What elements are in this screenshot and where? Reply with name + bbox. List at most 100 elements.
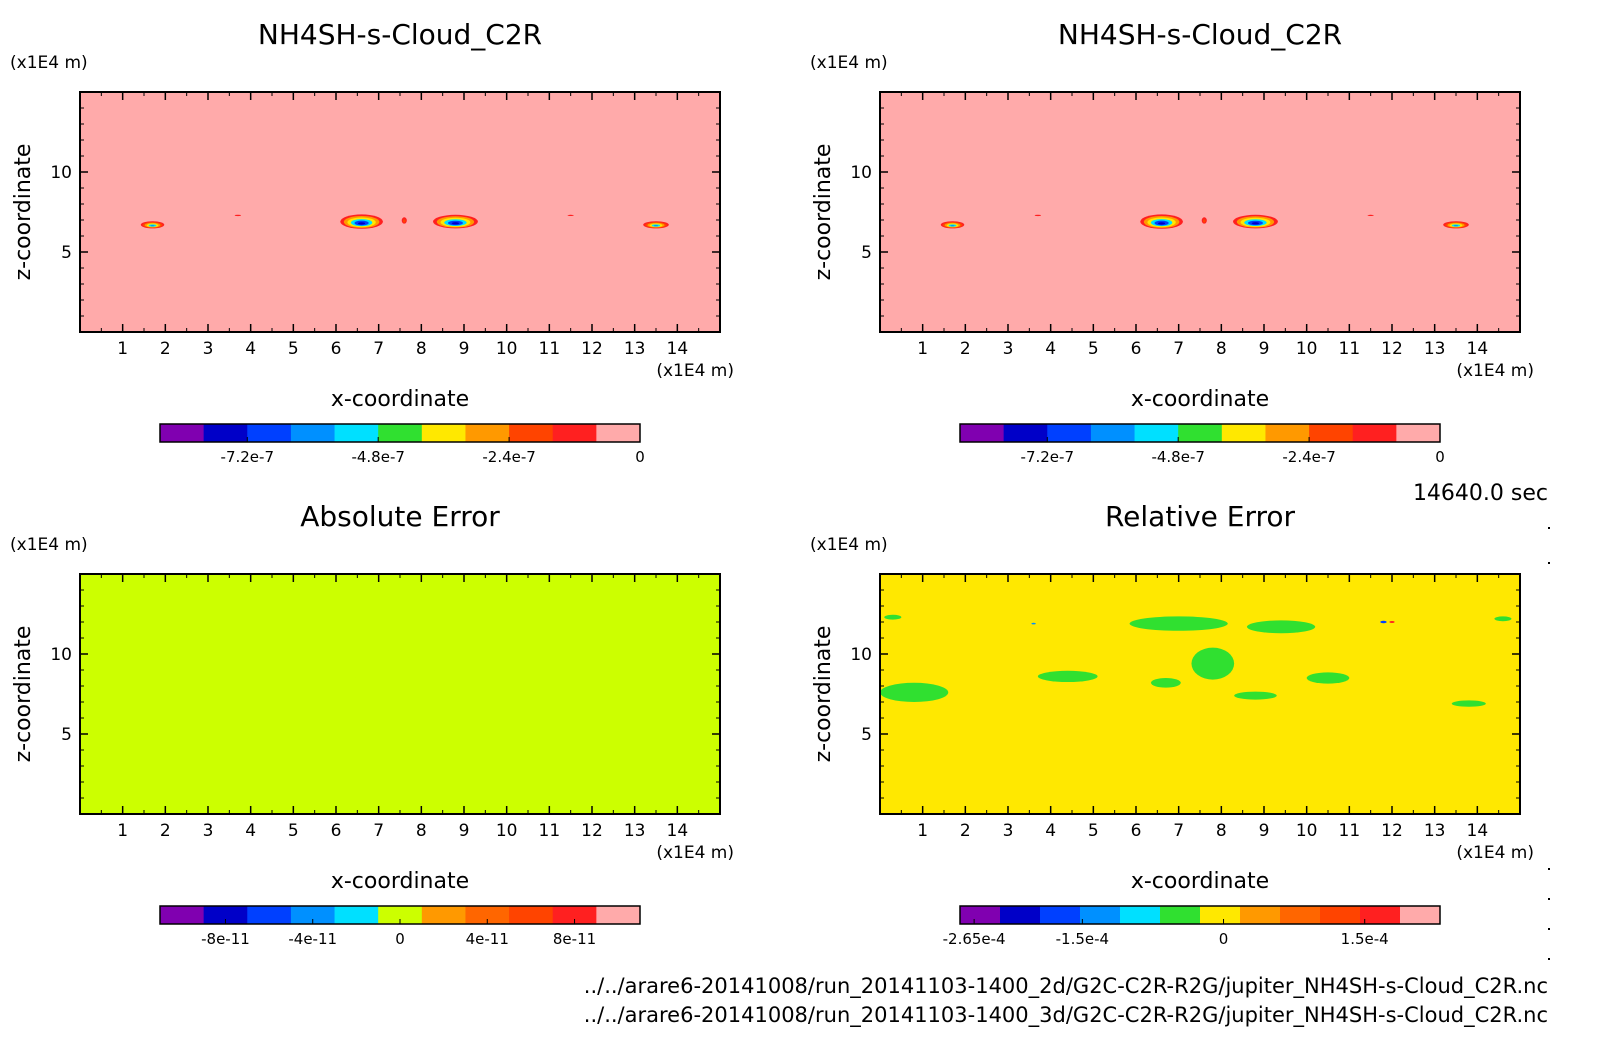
x-axis-label: x-coordinate — [331, 869, 469, 894]
x-tick-label: 4 — [245, 339, 256, 359]
colorbar-frame — [159, 423, 641, 443]
colorbar-swatch — [1265, 424, 1310, 442]
contour-blob — [446, 618, 533, 633]
contour-blob — [1150, 678, 1181, 688]
y-tick-label: 10 — [850, 645, 872, 665]
colorbar-swatch — [378, 424, 423, 442]
x-tick-label: 10 — [1296, 821, 1318, 841]
colorbar-swatch — [1120, 906, 1161, 924]
contour-blob — [545, 673, 580, 683]
contour-blob — [1389, 621, 1395, 623]
colorbar-swatch — [1352, 424, 1397, 442]
colorbar-swatch — [290, 424, 336, 442]
x-axis-label: x-coordinate — [331, 387, 469, 412]
colorbar-swatch — [1396, 424, 1441, 442]
x-tick-label: 1 — [117, 821, 128, 841]
colorbar-swatch — [552, 424, 597, 442]
contour-blob — [950, 225, 955, 227]
x-tick-label: 13 — [1424, 821, 1446, 841]
colorbar: -2.65e-4 -1.5e-4 0 1.5e-4 — [943, 905, 1441, 948]
x-tick-label: 2 — [160, 339, 171, 359]
x-tick-label: 12 — [1381, 339, 1403, 359]
contour-blob — [86, 614, 108, 620]
x-tick-label: 14 — [1467, 821, 1489, 841]
edge-marks — [1548, 527, 1550, 960]
plot-area — [80, 92, 720, 332]
x-tick-label: 4 — [245, 821, 256, 841]
colorbar-swatch — [1080, 906, 1121, 924]
x-tick-label: 10 — [496, 339, 518, 359]
x-tick-label: 11 — [1339, 339, 1361, 359]
x-tick-label: 3 — [1003, 821, 1014, 841]
x-tick-label: 8 — [1216, 339, 1227, 359]
colorbar-swatch — [334, 424, 379, 442]
x-tick-label: 11 — [539, 821, 561, 841]
x-tick-label: 2 — [960, 339, 971, 359]
colorbar-swatch — [465, 424, 510, 442]
x-unit-label: (x1E4 m) — [1456, 843, 1534, 863]
y-axis-label: z-coordinate — [811, 626, 836, 763]
colorbar-swatch — [1320, 906, 1361, 924]
y-axis-label: z-coordinate — [811, 144, 836, 281]
colorbar-swatch — [421, 424, 466, 442]
colorbar-swatch — [1240, 906, 1281, 924]
x-tick-label: 11 — [539, 339, 561, 359]
x-tick-label: 9 — [459, 821, 470, 841]
contour-blob — [1251, 222, 1260, 225]
colorbar-frame — [959, 905, 1441, 925]
contour-blob — [700, 618, 714, 623]
contour-blob — [1129, 616, 1228, 631]
colorbar-swatch — [552, 906, 597, 924]
x-unit-label: (x1E4 m) — [656, 361, 734, 381]
chart-panel-4: Relative Error(x1E4 m)1 2 3 4 5 6 7 8 9 10 11 12 13 1… — [810, 500, 1534, 948]
colorbar-frame — [959, 423, 1441, 443]
colorbar-tick-label: -7.2e-7 — [221, 448, 274, 466]
x-tick-label: 6 — [1131, 339, 1142, 359]
colorbar-swatch — [1280, 906, 1321, 924]
x-tick-label: 13 — [1424, 339, 1446, 359]
colorbar-tick-label: -8e-11 — [201, 930, 250, 948]
colorbar-tick-label: 4e-11 — [466, 930, 509, 948]
x-tick-label: 10 — [496, 821, 518, 841]
x-tick-label: 14 — [667, 821, 689, 841]
colorbar-swatch — [1134, 424, 1179, 442]
colorbar-tick-label: -4.8e-7 — [1151, 448, 1204, 466]
x-tick-label: 4 — [1045, 821, 1056, 841]
contour-blob — [346, 676, 386, 690]
x-tick-label: 8 — [416, 339, 427, 359]
x-tick-label: 12 — [581, 339, 603, 359]
x-unit-label: (x1E4 m) — [1456, 361, 1534, 381]
x-tick-label: 2 — [160, 821, 171, 841]
colorbar-swatch — [378, 906, 423, 924]
x-tick-label: 12 — [581, 821, 603, 841]
x-tick-label: 3 — [203, 821, 214, 841]
colorbar-swatch — [1047, 424, 1092, 442]
chart-panel-1: NH4SH-s-Cloud_C2R(x1E4 m)1 2 3 4 5 6 7 8 9 10 11 12… — [10, 18, 734, 466]
x-tick-label: 7 — [373, 821, 384, 841]
colorbar-swatch — [160, 906, 205, 924]
colorbar-tick-label: -2.4e-7 — [482, 448, 535, 466]
y-tick-label: 10 — [50, 645, 72, 665]
x-tick-label: 11 — [1339, 821, 1361, 841]
y-tick-label: 5 — [861, 243, 872, 263]
contour-blob — [451, 222, 460, 225]
colorbar-swatch — [509, 424, 554, 442]
colorbar-swatch — [596, 906, 641, 924]
contour-blob — [387, 690, 439, 701]
colorbar: -7.2e-7 -4.8e-7 -2.4e-7 0 — [959, 423, 1445, 466]
contour-blob — [884, 614, 902, 620]
contour-blob — [1306, 672, 1350, 684]
colorbar: -7.2e-7 -4.8e-7 -2.4e-7 0 — [159, 423, 645, 466]
x-tick-label: 6 — [331, 339, 342, 359]
chart-title: Relative Error — [1105, 500, 1296, 533]
contour-blob — [427, 669, 475, 681]
colorbar-tick-label: -4e-11 — [288, 930, 337, 948]
contour-blob — [1494, 616, 1512, 622]
contour-blob — [602, 680, 650, 689]
chart-title: NH4SH-s-Cloud_C2R — [1058, 18, 1342, 51]
y-tick-label: 10 — [850, 163, 872, 183]
x-tick-label: 7 — [1173, 339, 1184, 359]
colorbar-swatch — [1090, 424, 1136, 442]
colorbar-swatch — [421, 906, 466, 924]
colorbar-tick-label: -1.5e-4 — [1056, 930, 1109, 948]
